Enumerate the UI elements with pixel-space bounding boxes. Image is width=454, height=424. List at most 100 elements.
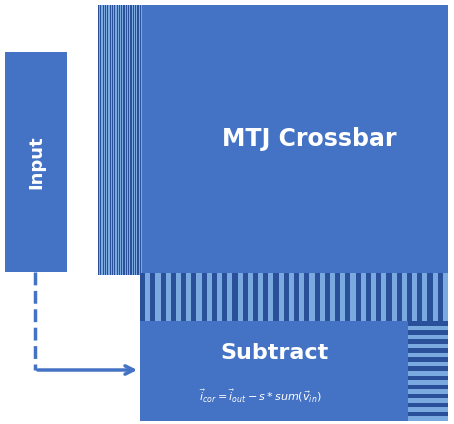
Bar bbox=[106, 5, 107, 275]
Bar bbox=[123, 5, 124, 275]
Bar bbox=[139, 5, 140, 275]
Bar bbox=[131, 5, 132, 275]
Bar bbox=[408, 403, 448, 407]
Bar bbox=[176, 273, 181, 321]
Bar bbox=[355, 273, 361, 321]
Bar bbox=[408, 362, 448, 366]
Bar bbox=[232, 273, 237, 321]
Bar bbox=[408, 321, 448, 326]
Bar bbox=[5, 52, 67, 272]
Bar bbox=[268, 273, 273, 321]
Bar bbox=[100, 5, 101, 275]
Bar bbox=[212, 273, 217, 321]
Bar bbox=[408, 371, 448, 376]
Bar bbox=[108, 5, 109, 275]
Bar bbox=[386, 273, 391, 321]
Text: MTJ Crossbar: MTJ Crossbar bbox=[222, 127, 397, 151]
Bar bbox=[408, 380, 448, 385]
Bar bbox=[121, 5, 122, 275]
Bar bbox=[161, 273, 166, 321]
Bar bbox=[127, 5, 128, 275]
Bar bbox=[408, 407, 448, 412]
Bar bbox=[136, 5, 137, 275]
Bar bbox=[309, 273, 315, 321]
Bar bbox=[207, 273, 212, 321]
Bar bbox=[408, 385, 448, 389]
Bar bbox=[140, 321, 408, 421]
Bar bbox=[227, 273, 232, 321]
Bar bbox=[315, 273, 320, 321]
Bar bbox=[408, 353, 448, 357]
Bar bbox=[191, 273, 197, 321]
Bar bbox=[408, 330, 448, 335]
Bar bbox=[116, 5, 117, 275]
Bar bbox=[289, 273, 294, 321]
Bar bbox=[371, 273, 376, 321]
Bar bbox=[122, 5, 123, 275]
Bar bbox=[417, 273, 422, 321]
Bar bbox=[217, 273, 222, 321]
Bar bbox=[102, 5, 103, 275]
Bar bbox=[407, 273, 412, 321]
Bar bbox=[391, 273, 397, 321]
Bar bbox=[345, 273, 350, 321]
Bar bbox=[129, 5, 130, 275]
Bar bbox=[197, 273, 202, 321]
Bar bbox=[263, 273, 268, 321]
Bar bbox=[145, 273, 150, 321]
Bar bbox=[124, 5, 125, 275]
Bar bbox=[109, 5, 110, 275]
Bar bbox=[130, 5, 131, 275]
Bar bbox=[105, 5, 106, 275]
Bar bbox=[397, 273, 402, 321]
Bar bbox=[422, 273, 428, 321]
Bar bbox=[408, 344, 448, 348]
Bar bbox=[361, 273, 366, 321]
Bar bbox=[141, 5, 142, 275]
Bar bbox=[186, 273, 191, 321]
Bar bbox=[408, 366, 448, 371]
Bar bbox=[408, 416, 448, 421]
Text: Subtract: Subtract bbox=[220, 343, 328, 363]
Bar bbox=[138, 5, 139, 275]
Bar bbox=[366, 273, 371, 321]
Bar bbox=[120, 5, 121, 275]
Bar bbox=[103, 5, 104, 275]
Bar bbox=[408, 389, 448, 394]
Bar bbox=[330, 273, 335, 321]
Bar bbox=[408, 412, 448, 416]
Bar bbox=[376, 273, 381, 321]
Bar bbox=[320, 273, 325, 321]
Bar bbox=[140, 5, 141, 275]
Bar bbox=[294, 273, 299, 321]
Bar bbox=[408, 357, 448, 362]
Bar bbox=[258, 273, 263, 321]
Bar bbox=[243, 273, 248, 321]
Bar bbox=[132, 5, 133, 275]
Bar bbox=[279, 273, 284, 321]
Bar bbox=[237, 273, 243, 321]
Bar bbox=[202, 273, 207, 321]
Bar bbox=[408, 339, 448, 344]
Bar bbox=[181, 273, 186, 321]
Bar bbox=[99, 5, 100, 275]
Bar bbox=[112, 5, 113, 275]
Bar bbox=[98, 5, 99, 275]
Bar bbox=[171, 273, 176, 321]
Bar bbox=[104, 5, 105, 275]
Bar bbox=[299, 273, 304, 321]
Bar bbox=[118, 5, 119, 275]
Bar bbox=[408, 326, 448, 330]
Bar bbox=[166, 273, 171, 321]
Bar bbox=[128, 5, 129, 275]
Bar bbox=[117, 5, 118, 275]
Bar bbox=[438, 273, 443, 321]
Bar bbox=[114, 5, 115, 275]
Bar bbox=[408, 348, 448, 353]
Text: $\vec{i}_{cor} = \vec{i}_{out} - s * sum(\vec{v}_{in})$: $\vec{i}_{cor} = \vec{i}_{out} - s * sum… bbox=[199, 388, 322, 404]
Bar bbox=[408, 394, 448, 398]
Text: Input: Input bbox=[27, 135, 45, 189]
Bar bbox=[111, 5, 112, 275]
Bar bbox=[115, 5, 116, 275]
Bar bbox=[381, 273, 386, 321]
